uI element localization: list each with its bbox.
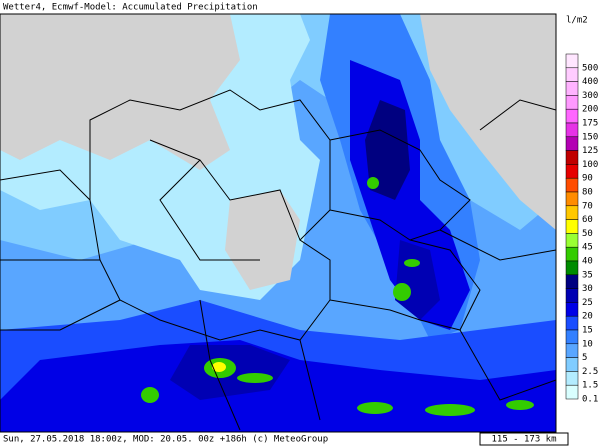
legend-label: 35 [582,270,593,280]
legend-label: 80 [582,188,593,198]
legend-label: 50 [582,229,593,239]
legend-swatch [565,95,579,110]
scale-label: 115 - 173 km [491,435,556,445]
legend-swatch [565,177,579,193]
legend-label: 5 [582,353,587,363]
legend-swatch [565,136,579,151]
legend-swatch [565,108,579,124]
legend-label: 500 [582,63,598,73]
legend-swatch [565,329,579,345]
legend-label: 1.5 [582,381,598,391]
scale-box [479,432,569,446]
legend-label: 200 [582,105,598,115]
legend-label: 30 [582,284,593,294]
legend-swatch [565,315,579,331]
legend-swatch [565,343,579,358]
legend-label: 400 [582,77,598,87]
legend-swatch [565,246,579,262]
legend-swatch [565,81,579,96]
legend-label: 15 [582,326,593,336]
legend-label: 150 [582,132,598,142]
legend-swatch [565,122,579,138]
legend-label: 10 [582,339,593,349]
legend-label: 2.5 [582,367,598,377]
legend-label: 90 [582,174,593,184]
legend-swatch [565,233,579,248]
legend-swatch [565,357,579,372]
legend-swatch [565,67,579,82]
legend: 500 400 300 200 175 150 125 100 90 80 70 60 50 45 40 35… [565,53,598,405]
legend-swatch [565,191,579,207]
legend-swatch [565,384,579,400]
map [0,13,557,433]
legend-swatch [565,260,579,276]
legend-label: 70 [582,201,593,211]
legend-label: 100 [582,160,598,170]
legend-label: 25 [582,298,593,308]
legend-swatch [565,205,579,220]
legend-label: 300 [582,91,598,101]
legend-unit: l/m2 [566,16,588,26]
legend-swatch [565,288,579,303]
legend-label: 45 [582,243,593,253]
legend-label: 60 [582,215,593,225]
legend-label: 175 [582,119,598,129]
footer-text: Sun, 27.05.2018 18:00z, MOD: 20.05. 00z … [3,435,328,445]
title: Wetter4, Ecmwf-Model: Accumulated Precip… [3,3,258,13]
legend-swatch [565,150,579,165]
legend-label: 0.1 [582,395,598,405]
legend-swatch [565,219,579,234]
legend-label: 40 [582,257,593,267]
legend-label: 20 [582,312,593,322]
legend-swatch [565,274,579,289]
legend-label: 125 [582,146,598,156]
legend-swatch [565,302,579,317]
legend-swatch [565,53,579,69]
legend-swatch [565,371,579,386]
legend-swatch [565,164,579,179]
